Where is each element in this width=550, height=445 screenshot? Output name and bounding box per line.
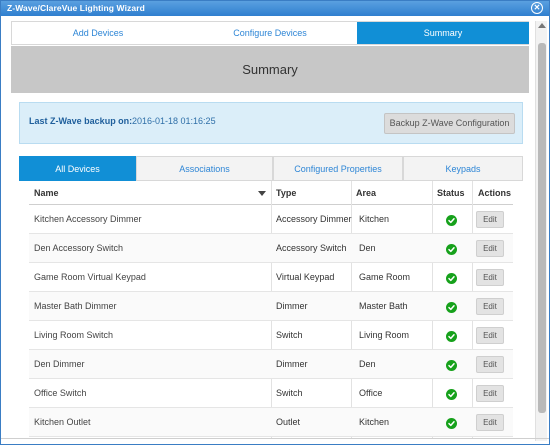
table-row: Game Room Virtual Keypad Virtual Keypad Ga… — [29, 263, 513, 292]
sort-down-icon[interactable] — [258, 191, 266, 196]
device-name: Office Switch — [34, 388, 87, 398]
table-row: Master Bath Dimmer Dimmer Master Bath Edit — [29, 292, 513, 321]
backup-date: 2016-01-18 01:16:25 — [132, 116, 216, 126]
edit-button[interactable]: Edit — [476, 240, 504, 257]
table-row: Den Accessory Switch Accessory Switch Den E… — [29, 234, 513, 263]
scroll-up-icon[interactable] — [538, 23, 546, 28]
device-type: Virtual Keypad — [276, 272, 335, 282]
edit-button[interactable]: Edit — [476, 414, 504, 431]
page-title: Summary — [242, 62, 298, 77]
status-ok-icon — [446, 360, 457, 371]
status-ok-icon — [446, 244, 457, 255]
window-title: Z-Wave/ClareVue Lighting Wizard — [7, 3, 145, 13]
edit-button[interactable]: Edit — [476, 327, 504, 344]
status-ok-icon — [446, 215, 457, 226]
column-header-name[interactable]: Name — [34, 188, 59, 198]
backup-label: Last Z-Wave backup on: — [29, 116, 133, 126]
edit-button[interactable]: Edit — [476, 269, 504, 286]
device-area: Office — [359, 388, 383, 398]
tab-summary[interactable]: Summary — [357, 22, 529, 44]
table-row: Kitchen Outlet Outlet Kitchen Edit — [29, 408, 513, 437]
device-area: Kitchen — [359, 417, 390, 427]
device-area: Den — [359, 359, 376, 369]
divider — [1, 438, 549, 439]
table-row: Den Dimmer Dimmer Den Edit — [29, 350, 513, 379]
column-header-status[interactable]: Status — [437, 188, 465, 198]
tab-all-devices[interactable]: All Devices — [19, 156, 136, 181]
device-type: Switch — [276, 388, 303, 398]
tab-associations[interactable]: Associations — [136, 156, 273, 181]
device-sub-tabs: All Devices Associations Configured Prop… — [19, 156, 523, 181]
edit-button[interactable]: Edit — [476, 211, 504, 228]
device-type: Dimmer — [276, 301, 308, 311]
device-area: Game Room — [359, 272, 411, 282]
status-ok-icon — [446, 273, 457, 284]
vertical-scrollbar[interactable] — [535, 21, 547, 441]
status-ok-icon — [446, 331, 457, 342]
column-header-actions: Actions — [478, 188, 512, 198]
device-name: Living Room Switch — [34, 330, 114, 340]
table-row: Office Switch Switch Office Edit — [29, 379, 513, 408]
device-type: Outlet — [276, 417, 301, 427]
device-name: Kitchen Accessory Dimmer — [34, 214, 142, 224]
device-area: Living Room — [359, 330, 410, 340]
device-name: Den Accessory Switch — [34, 243, 124, 253]
device-name: Den Dimmer — [34, 359, 85, 369]
edit-button[interactable]: Edit — [476, 298, 504, 315]
device-name: Kitchen Outlet — [34, 417, 91, 427]
device-type: Accessory Dimmer — [276, 214, 352, 224]
device-area: Kitchen — [359, 214, 390, 224]
device-name: Master Bath Dimmer — [34, 301, 117, 311]
tab-configure-devices[interactable]: Configure Devices — [233, 28, 307, 38]
backup-panel: Last Z-Wave backup on: 2016-01-18 01:16:… — [19, 102, 523, 144]
device-name: Game Room Virtual Keypad — [34, 272, 146, 282]
edit-button[interactable]: Edit — [476, 356, 504, 373]
device-type: Dimmer — [276, 359, 308, 369]
column-header-type[interactable]: Type — [276, 188, 297, 198]
tab-keypads[interactable]: Keypads — [403, 156, 523, 181]
scrollbar-thumb[interactable] — [538, 43, 546, 413]
device-type: Accessory Switch — [276, 243, 347, 253]
table-row: Living Room Switch Switch Living Room Edit — [29, 321, 513, 350]
tab-add-devices[interactable]: Add Devices — [72, 28, 124, 38]
summary-header: Summary — [11, 46, 529, 93]
backup-button[interactable]: Backup Z-Wave Configuration — [384, 113, 515, 134]
device-type: Switch — [276, 330, 303, 340]
column-header-area[interactable]: Area — [356, 188, 377, 198]
status-ok-icon — [446, 389, 457, 400]
edit-button[interactable]: Edit — [476, 385, 504, 402]
device-area: Den — [359, 243, 376, 253]
status-ok-icon — [446, 302, 457, 313]
wizard-tabs: Add Devices Configure Devices Summary — [11, 21, 529, 45]
title-bar: Z-Wave/ClareVue Lighting Wizard ✕ — [1, 1, 549, 16]
close-icon[interactable]: ✕ — [531, 2, 543, 14]
status-ok-icon — [446, 418, 457, 429]
device-area: Master Bath — [359, 301, 408, 311]
tab-configured-properties[interactable]: Configured Properties — [273, 156, 403, 181]
table-row: Kitchen Accessory Dimmer Accessory Dimmer… — [29, 205, 513, 234]
